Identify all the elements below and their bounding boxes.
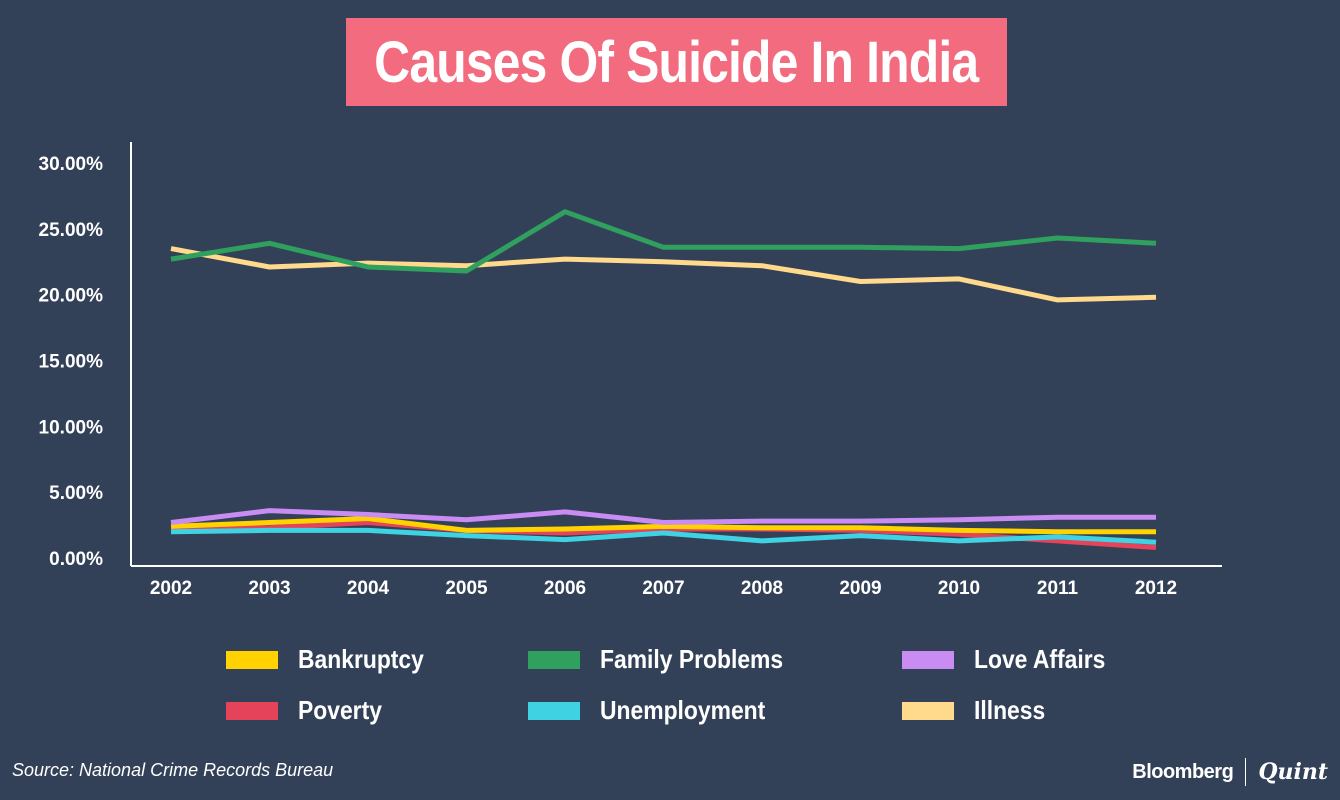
- chart-title: Causes Of Suicide In India: [374, 29, 979, 95]
- x-tick-label: 2007: [642, 578, 684, 599]
- y-tick-label: 5.00%: [49, 483, 103, 504]
- x-tick-label: 2009: [839, 578, 881, 599]
- y-tick-label: 15.00%: [39, 352, 104, 373]
- series-line-illness: [170, 246, 1157, 303]
- brand-logo: Bloomberg Quint: [1132, 758, 1328, 786]
- brand-secondary: Quint: [1258, 759, 1328, 785]
- series-line-love-affairs: [170, 508, 1156, 525]
- y-tick-label: 20.00%: [39, 286, 104, 307]
- x-tick-label: 2006: [544, 578, 586, 599]
- y-tick-label: 25.00%: [39, 220, 104, 241]
- series-line-family-problems: [170, 209, 1157, 274]
- brand-divider: [1245, 758, 1247, 786]
- series-line-bankruptcy: [170, 516, 1156, 535]
- series-lines: [170, 209, 1157, 550]
- x-tick-label: 2005: [445, 578, 488, 599]
- y-tick-label: 30.00%: [39, 154, 104, 175]
- x-tick-label: 2003: [248, 578, 290, 599]
- x-tick-label: 2008: [741, 578, 783, 599]
- source-note: Source: National Crime Records Bureau: [12, 760, 334, 780]
- y-tick-labels: 0.00% 5.00% 10.00% 15.00% 20.00% 25.00% 30.00%: [39, 154, 104, 570]
- x-tick-label: 2012: [1135, 578, 1177, 599]
- x-tick-label: 2002: [150, 578, 192, 599]
- y-tick-label: 10.00%: [39, 417, 104, 438]
- chart-axes: [130, 142, 1222, 567]
- series-line-poverty: [170, 520, 1157, 550]
- x-tick-label: 2011: [1037, 578, 1079, 599]
- series-line-unemployment: [170, 527, 1157, 545]
- x-tick-label: 2004: [347, 578, 390, 599]
- y-tick-label: 0.00%: [49, 549, 103, 570]
- x-tick-labels: 2002 2003 2004 2005 2006 2007 2008 2009 2010 2011…: [150, 578, 1177, 599]
- x-tick-label: 2010: [938, 578, 980, 599]
- title-banner: Causes Of Suicide In India: [346, 18, 1007, 106]
- brand-primary: Bloomberg: [1132, 760, 1234, 783]
